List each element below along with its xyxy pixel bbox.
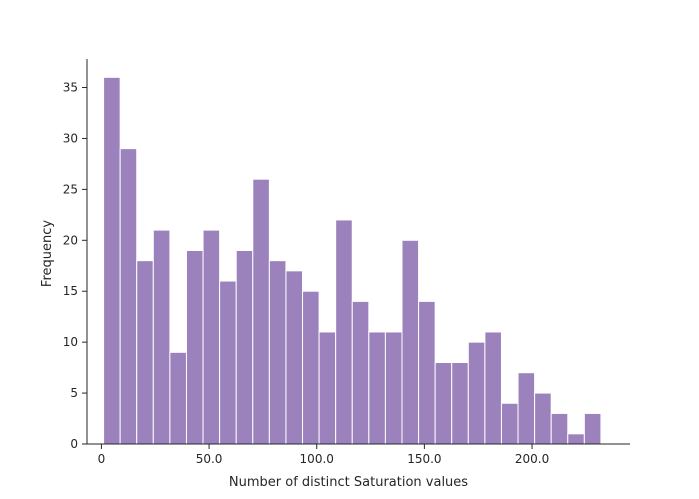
- histogram-bar: [202, 229, 221, 445]
- histogram-bar: [534, 392, 552, 445]
- histogram-bar: [219, 280, 237, 445]
- x-axis-ticks: 0 50.0 100.0 150.0 200.0: [98, 444, 549, 466]
- histogram-bar: [401, 239, 420, 445]
- histogram-bar: [550, 412, 569, 445]
- y-tick-label: 15: [63, 284, 78, 298]
- histogram-bar: [418, 300, 436, 445]
- histogram-bar: [484, 331, 502, 445]
- histogram-bar: [384, 331, 403, 445]
- histogram-bar: [119, 148, 138, 445]
- histogram-bar: [467, 341, 486, 445]
- y-axis-ticks: 0 5 10 15 20 25 30 35: [63, 81, 87, 451]
- histogram-bar: [268, 260, 287, 445]
- y-tick-label: 30: [63, 131, 78, 145]
- y-tick-label: 0: [70, 437, 78, 451]
- histogram-bar: [235, 249, 254, 445]
- histogram-bar: [152, 229, 171, 445]
- x-tick-label: 150.0: [407, 452, 441, 466]
- bars-group: [103, 76, 602, 445]
- y-tick-label: 10: [63, 335, 78, 349]
- histogram-bar: [103, 76, 121, 445]
- histogram-bar: [318, 331, 337, 445]
- y-tick-label: 5: [70, 386, 78, 400]
- histogram-bar: [335, 219, 353, 445]
- y-tick-label: 20: [63, 233, 78, 247]
- x-tick-label: 100.0: [300, 452, 334, 466]
- x-axis-title: Number of distinct Saturation values: [229, 475, 468, 490]
- histogram-bar: [517, 372, 536, 445]
- histogram-bar: [351, 300, 370, 445]
- histogram-bar: [302, 290, 320, 445]
- histogram-bar: [583, 412, 602, 445]
- histogram-bar: [368, 331, 386, 445]
- x-tick-label: 50.0: [196, 452, 223, 466]
- x-tick-label: 0: [98, 452, 106, 466]
- y-axis-title: Frequency: [40, 220, 55, 287]
- x-tick-label: 200.0: [515, 452, 549, 466]
- histogram-bar: [285, 270, 304, 445]
- histogram-bar: [451, 362, 469, 445]
- histogram-bar: [252, 178, 270, 445]
- histogram-bar: [434, 362, 453, 445]
- histogram-bar: [500, 402, 519, 445]
- histogram-bar: [169, 351, 187, 445]
- histogram-bar: [136, 260, 154, 445]
- histogram-bar: [567, 433, 585, 445]
- y-tick-label: 25: [63, 182, 78, 196]
- y-tick-label: 35: [63, 81, 78, 95]
- histogram-bar: [185, 249, 204, 445]
